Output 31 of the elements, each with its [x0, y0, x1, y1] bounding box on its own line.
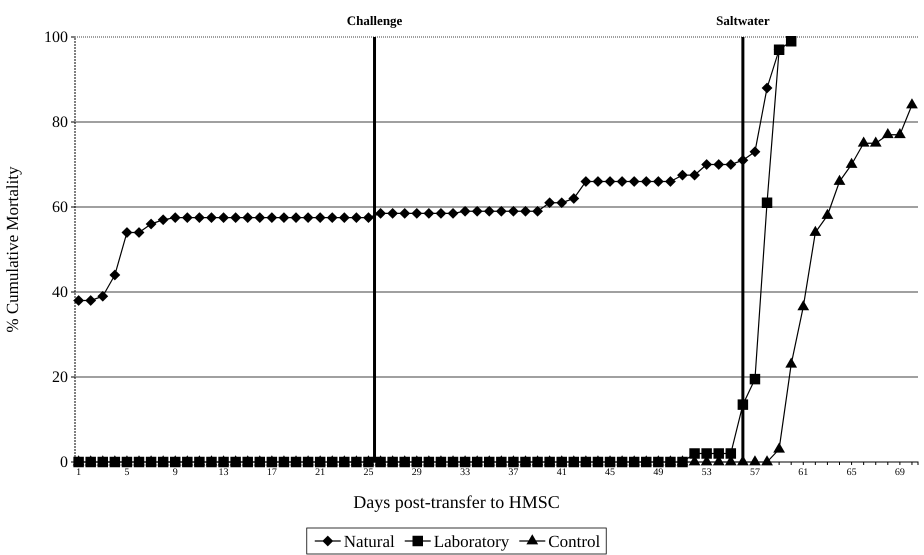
x-tick-label: 21: [315, 467, 326, 478]
x-tick-label: 37: [508, 467, 518, 478]
x-tick-label: 41: [556, 467, 567, 478]
x-axis-title: Days post-transfer to HMSC: [353, 492, 560, 512]
x-tick-label: 9: [172, 467, 178, 478]
x-tick-label: 49: [653, 467, 664, 478]
x-tick-label: 25: [363, 467, 374, 478]
y-tick-label: 40: [52, 284, 68, 302]
x-tick-label: 29: [412, 467, 422, 478]
x-tick-label: 13: [218, 467, 229, 478]
x-tick-label: 61: [798, 467, 808, 478]
y-tick-label: 20: [52, 369, 68, 386]
x-tick-label: 53: [702, 467, 712, 478]
x-tick-label: 5: [124, 467, 130, 478]
y-axis-title: % Cumulative Mortality: [3, 166, 22, 333]
x-tick-label: 1: [76, 467, 82, 478]
x-tick-label: 65: [846, 467, 857, 478]
x-tick-label: 33: [460, 467, 470, 478]
x-tick-label: 17: [266, 467, 277, 478]
legend-label: Laboratory: [434, 532, 510, 551]
legend-label: Control: [548, 532, 601, 551]
legend-label: Natural: [344, 532, 396, 551]
x-tick-label: 69: [894, 467, 905, 478]
ref-line-label: Challenge: [346, 13, 403, 28]
y-tick-label: 60: [52, 199, 68, 216]
x-tick-label: 57: [750, 467, 760, 478]
y-tick-label: 80: [52, 114, 68, 132]
y-tick-label: 0: [60, 454, 68, 472]
y-tick-label: 100: [44, 29, 68, 46]
ref-line-label: Saltwater: [716, 13, 770, 28]
x-tick-label: 45: [605, 467, 616, 478]
